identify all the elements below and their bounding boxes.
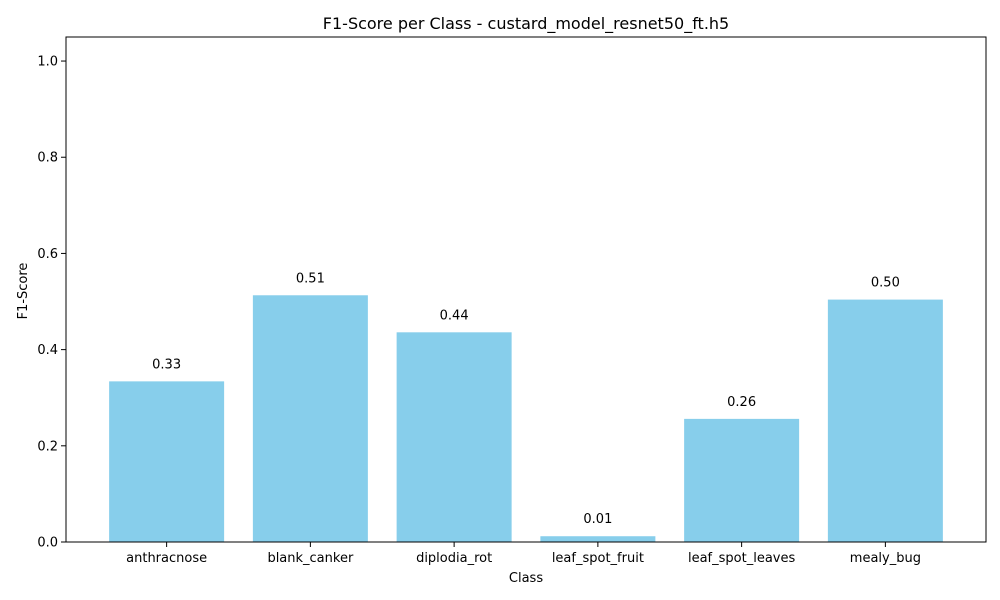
y-tick-label: 0.4 (37, 343, 58, 358)
bar-anthracnose (109, 381, 225, 542)
x-tick-label-blank_canker: blank_canker (267, 551, 354, 566)
value-label-mealy_bug: 0.50 (871, 276, 900, 291)
value-label-anthracnose: 0.33 (152, 357, 181, 372)
y-axis-label: F1-Score (16, 263, 31, 320)
plot-area-frame (65, 36, 987, 543)
y-ticks-group: 0.0 0.2 0.4 0.6 0.8 1.0 (37, 55, 66, 551)
chart-title: F1-Score per Class - custard_model_resne… (323, 14, 729, 34)
bar-blank_canker (252, 295, 368, 542)
y-tick-label: 1.0 (37, 55, 58, 70)
bar-diplodia_rot (396, 332, 512, 542)
x-tick-label-diplodia_rot: diplodia_rot (416, 551, 492, 566)
value-labels-group: 0.33 0.51 0.44 0.01 0.26 0.50 (152, 271, 900, 527)
bar-leaf_spot_leaves (684, 418, 800, 542)
y-tick-label: 0.0 (37, 536, 58, 551)
x-axis-label: Class (509, 571, 543, 586)
x-ticks-group: anthracnose blank_canker diplodia_rot leaf_… (126, 542, 921, 566)
bars-group (109, 295, 943, 542)
y-tick-label: 0.6 (37, 247, 58, 262)
value-label-leaf_spot_fruit: 0.01 (583, 512, 612, 527)
value-label-blank_canker: 0.51 (296, 271, 325, 286)
x-tick-label-anthracnose: anthracnose (126, 551, 207, 566)
x-tick-label-leaf_spot_fruit: leaf_spot_fruit (552, 551, 644, 566)
x-tick-label-mealy_bug: mealy_bug (850, 551, 921, 566)
bar-mealy_bug (827, 299, 943, 542)
y-tick-label: 0.8 (37, 151, 58, 166)
y-tick-label: 0.2 (37, 439, 58, 454)
value-label-diplodia_rot: 0.44 (440, 308, 469, 323)
bar-leaf_spot_fruit (540, 536, 656, 542)
x-tick-label-leaf_spot_leaves: leaf_spot_leaves (688, 551, 795, 566)
value-label-leaf_spot_leaves: 0.26 (727, 395, 756, 410)
